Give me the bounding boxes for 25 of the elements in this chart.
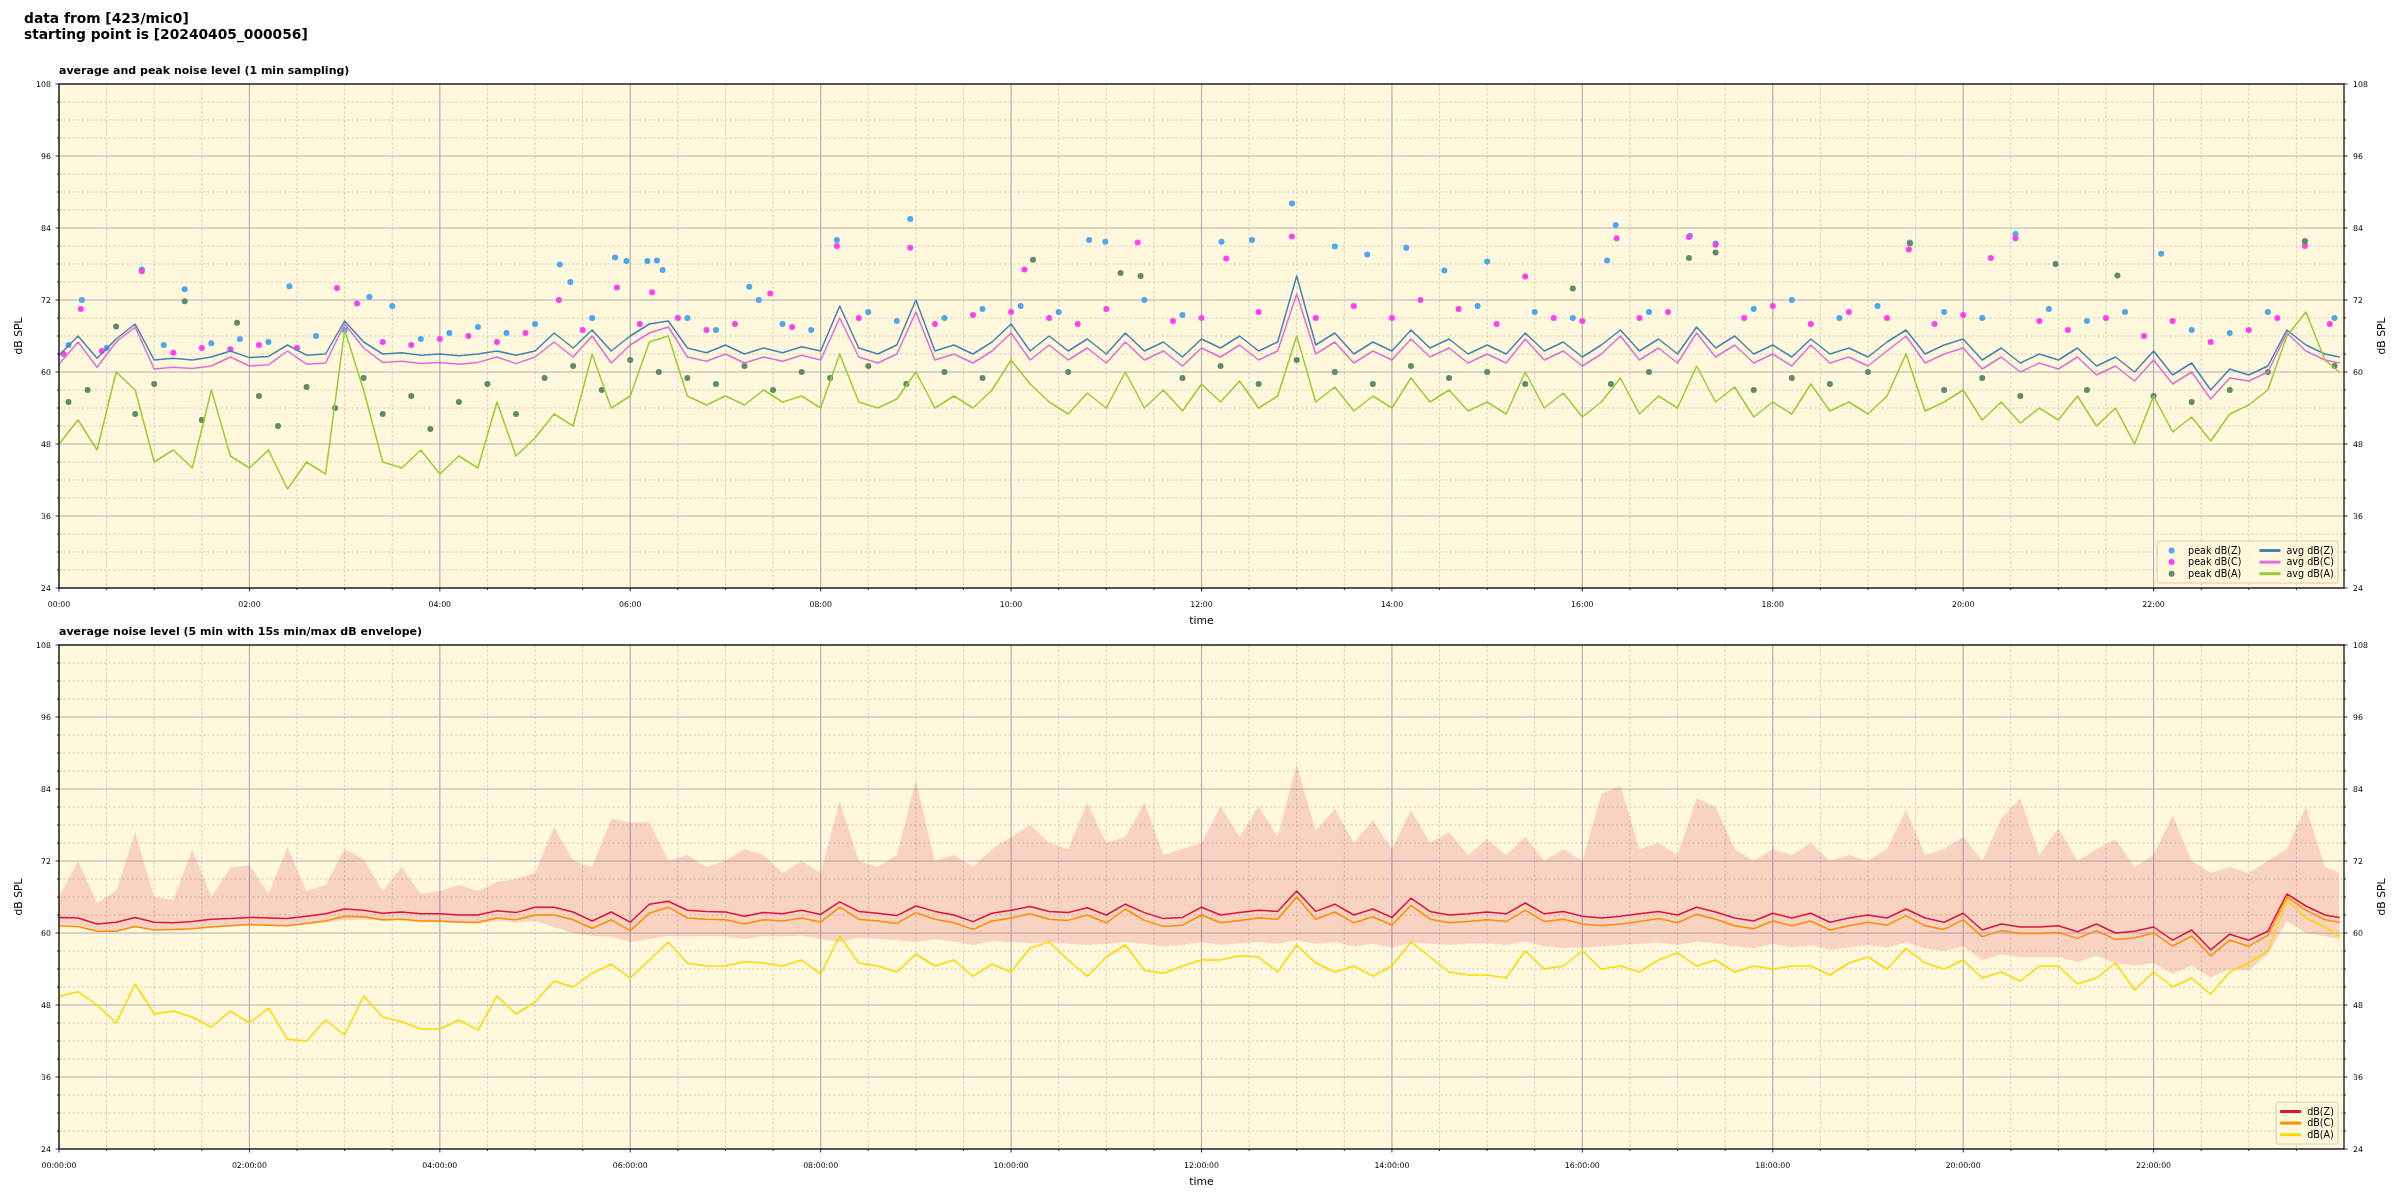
chart-title: average and peak noise level (1 min sampling) xyxy=(59,64,350,77)
legend-label: avg dB(C) xyxy=(2286,556,2334,568)
legend-label: dB(A) xyxy=(2307,1129,2334,1141)
text: data from [423/mic0] xyxy=(24,10,189,26)
line-series xyxy=(58,890,2340,951)
y-axis-title: dB SPL xyxy=(11,878,25,916)
chart-title: average noise level (5 min with 15s min/max dB envelope) xyxy=(59,625,423,638)
legend-label: avg dB(Z) xyxy=(2286,544,2334,556)
legend-label: dB(C) xyxy=(2307,1117,2334,1129)
line-series xyxy=(58,896,2340,957)
line-series xyxy=(58,311,2340,490)
legend-label: dB(Z) xyxy=(2307,1105,2334,1117)
line-series xyxy=(58,899,2340,1042)
legend-label: peak dB(Z) xyxy=(2188,544,2242,556)
y2-axis-title: dB SPL xyxy=(2374,317,2388,355)
line-series xyxy=(58,275,2340,391)
y-axis-title: dB SPL xyxy=(11,317,25,355)
legend-label: peak dB(C) xyxy=(2188,556,2242,568)
y2-axis-title: dB SPL xyxy=(2374,878,2388,916)
x-axis-title: time xyxy=(1189,613,1215,627)
legend-label: avg dB(A) xyxy=(2286,568,2334,580)
text: starting point is [20240405_000056] xyxy=(24,26,308,43)
x-axis-title: time xyxy=(1189,1174,1215,1188)
legend-label: peak dB(A) xyxy=(2188,568,2242,580)
line-series xyxy=(58,293,2340,400)
